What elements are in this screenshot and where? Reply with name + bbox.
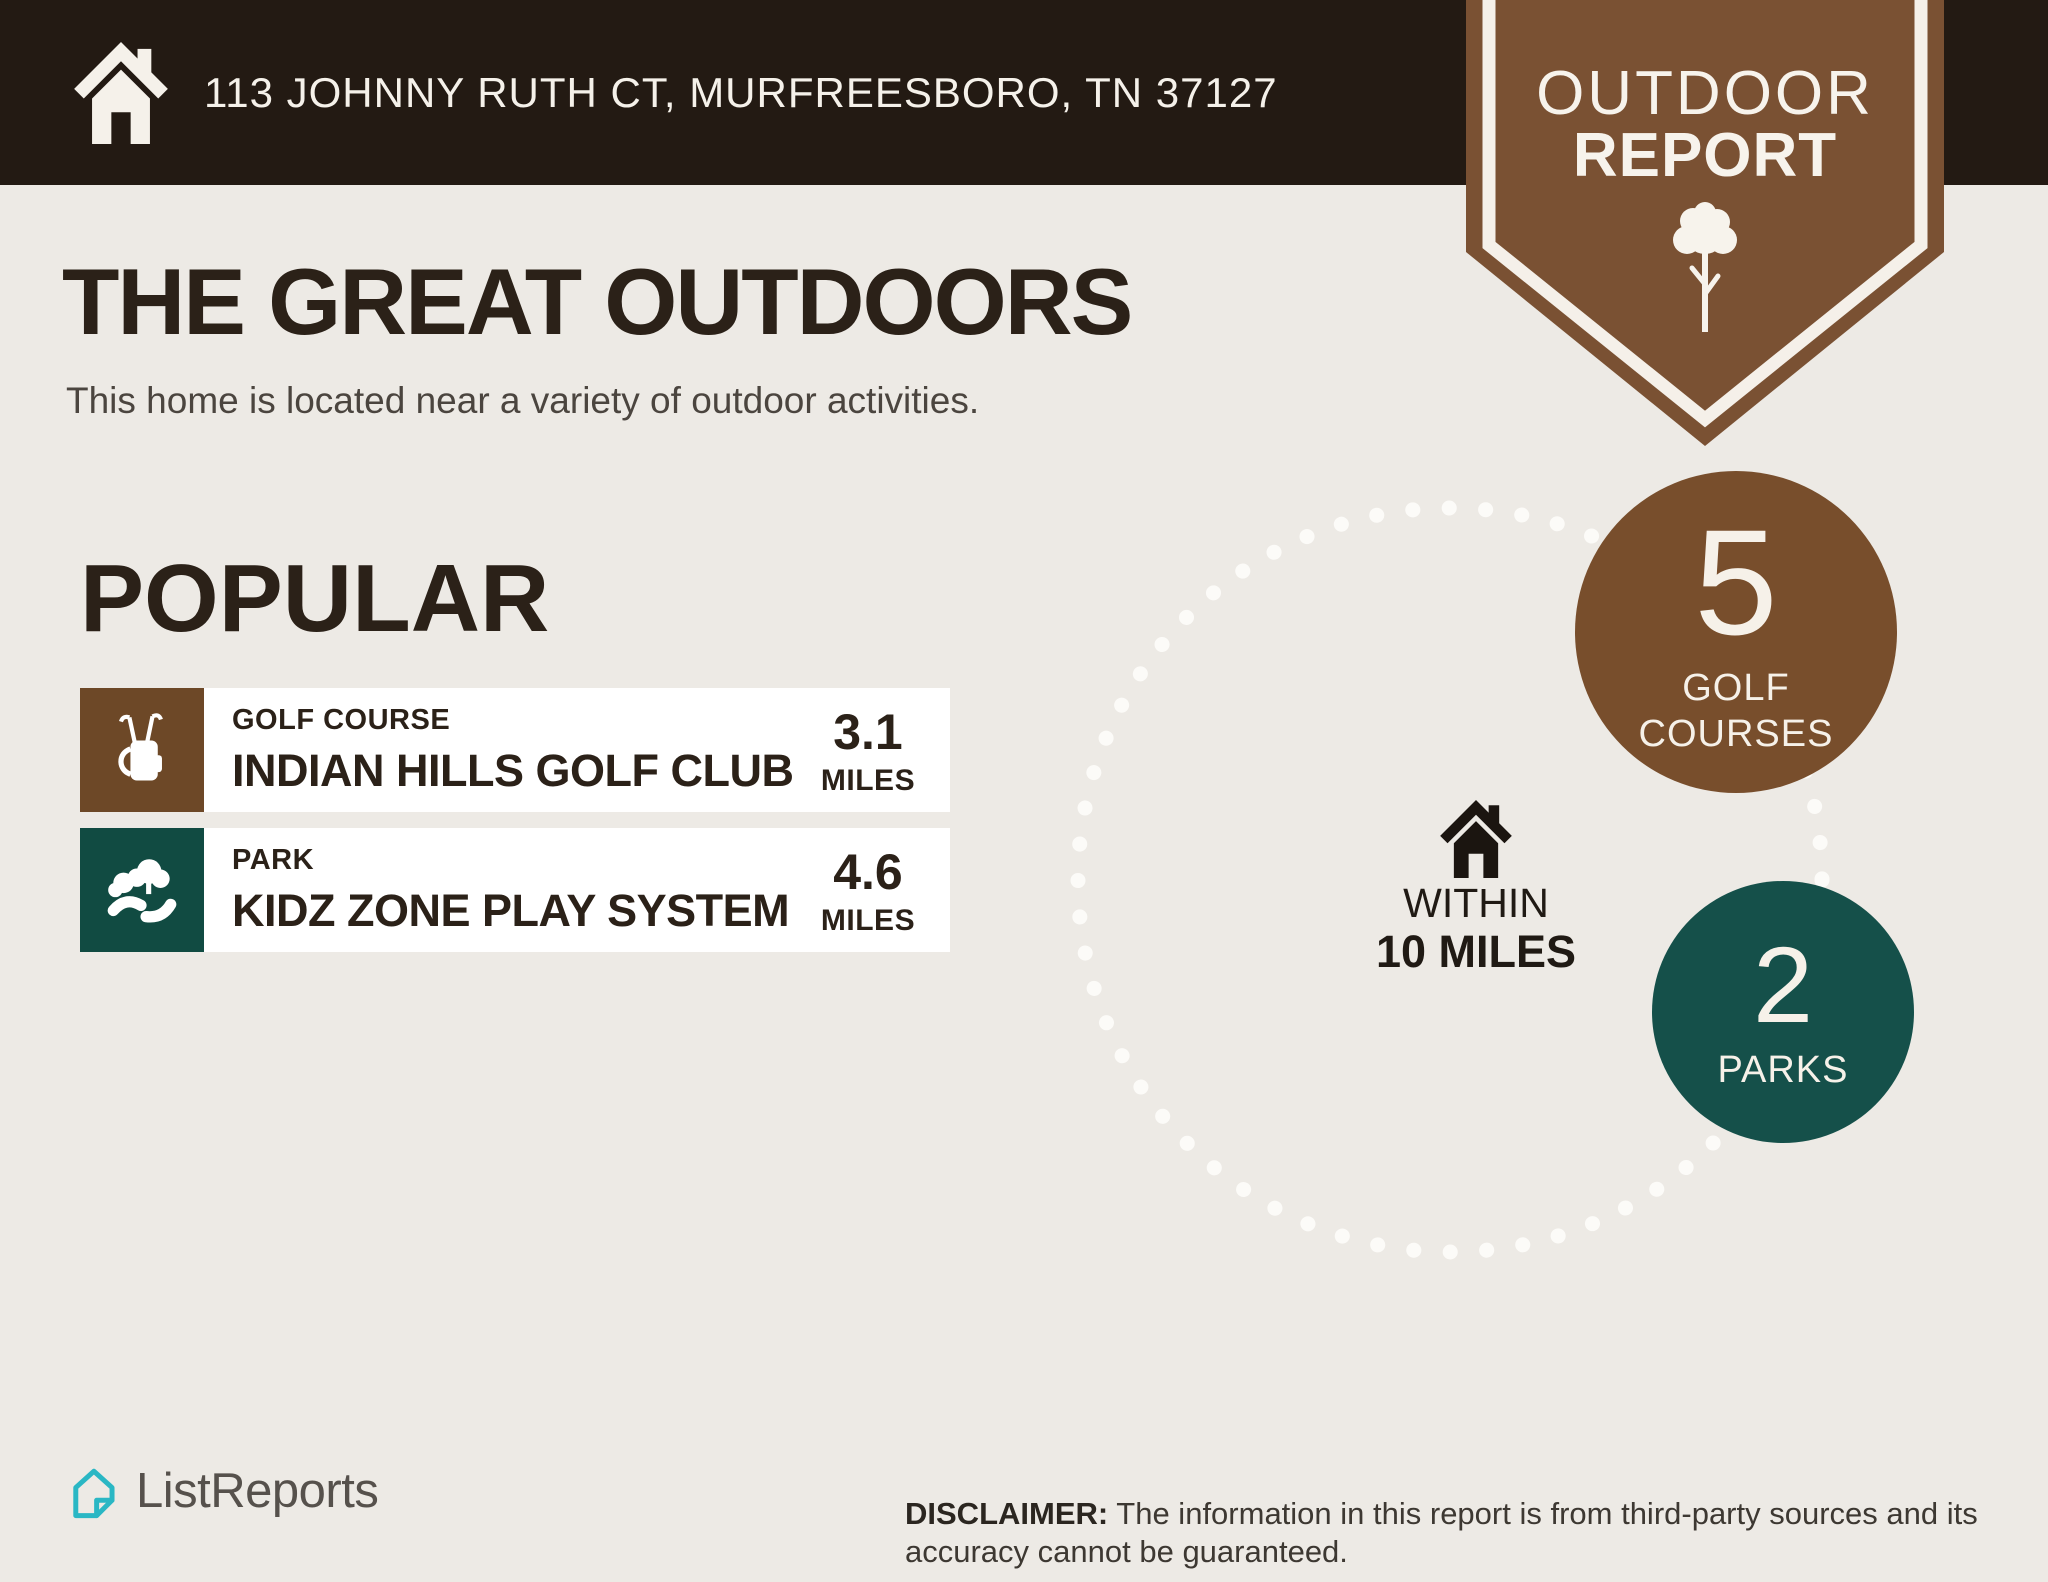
- golf-course-icon-tile: [80, 688, 204, 812]
- distance-value: 3.1: [833, 703, 903, 760]
- page-title: THE GREAT OUTDOORS: [62, 249, 1133, 354]
- golf-courses-label-line2: COURSES: [1638, 713, 1834, 755]
- distance-unit: MILES: [820, 903, 916, 937]
- park-icon-tile: [80, 828, 204, 952]
- disclaimer: DISCLAIMER: The information in this repo…: [905, 1495, 1990, 1571]
- page-subtitle: This home is located near a variety of o…: [66, 380, 980, 421]
- list-item-text: PARK KIDZ ZONE PLAY SYSTEM: [232, 843, 790, 937]
- distance-value: 4.6: [833, 843, 903, 900]
- tree-icon: [1673, 202, 1737, 332]
- banner-title-line2: REPORT: [1572, 121, 1838, 190]
- popular-heading: POPULAR: [80, 545, 550, 652]
- list-item-body: GOLF COURSE INDIAN HILLS GOLF CLUB 3.1 M…: [204, 688, 950, 812]
- list-item-park: PARK KIDZ ZONE PLAY SYSTEM 4.6 MILES: [80, 828, 950, 952]
- item-name: INDIAN HILLS GOLF CLUB: [232, 744, 794, 796]
- disclaimer-label: DISCLAIMER:: [905, 1496, 1109, 1531]
- park-icon: [107, 859, 177, 923]
- parks-stat-circle: 2 PARKS: [1652, 881, 1914, 1143]
- parks-label: PARKS: [1717, 1049, 1849, 1091]
- property-address: 113 JOHNNY RUTH CT, MURFREESBORO, TN 371…: [204, 68, 1278, 116]
- banner-title-line1: OUTDOOR: [1536, 59, 1874, 128]
- golf-courses-label-line1: GOLF: [1682, 667, 1790, 709]
- parks-count: 2: [1752, 924, 1814, 1045]
- item-category: GOLF COURSE: [232, 703, 451, 736]
- golf-courses-label: GOLF COURSES: [1639, 665, 1834, 757]
- item-category: PARK: [232, 843, 315, 876]
- outdoor-report-banner: OUTDOOR REPORT: [1466, 0, 1944, 448]
- listreports-logo-icon: [73, 1468, 115, 1519]
- listreports-brand: ListReports: [136, 1464, 379, 1518]
- disclaimer-text: The information in this report is from t…: [905, 1496, 1978, 1569]
- item-distance: 4.6 MILES: [812, 843, 934, 938]
- list-item-golf-course: GOLF COURSE INDIAN HILLS GOLF CLUB 3.1 M…: [80, 688, 950, 812]
- golf-courses-count: 5: [1694, 498, 1778, 666]
- radius-dotted-circle: [1070, 500, 1830, 1260]
- distance-unit: MILES: [820, 763, 916, 797]
- list-item-body: PARK KIDZ ZONE PLAY SYSTEM 4.6 MILES: [204, 828, 950, 952]
- golf-courses-stat-circle: 5 GOLF COURSES: [1575, 471, 1897, 793]
- golf-bag-icon: [118, 713, 163, 781]
- list-item-text: GOLF COURSE INDIAN HILLS GOLF CLUB: [232, 703, 794, 797]
- home-icon: [1440, 800, 1512, 878]
- popular-list: GOLF COURSE INDIAN HILLS GOLF CLUB 3.1 M…: [80, 688, 950, 968]
- item-distance: 3.1 MILES: [812, 703, 934, 798]
- item-name: KIDZ ZONE PLAY SYSTEM: [232, 884, 790, 936]
- radius-label-line1: WITHIN: [1403, 880, 1549, 926]
- home-icon: [74, 42, 168, 144]
- radius-label-line2: 10 MILES: [1375, 926, 1577, 977]
